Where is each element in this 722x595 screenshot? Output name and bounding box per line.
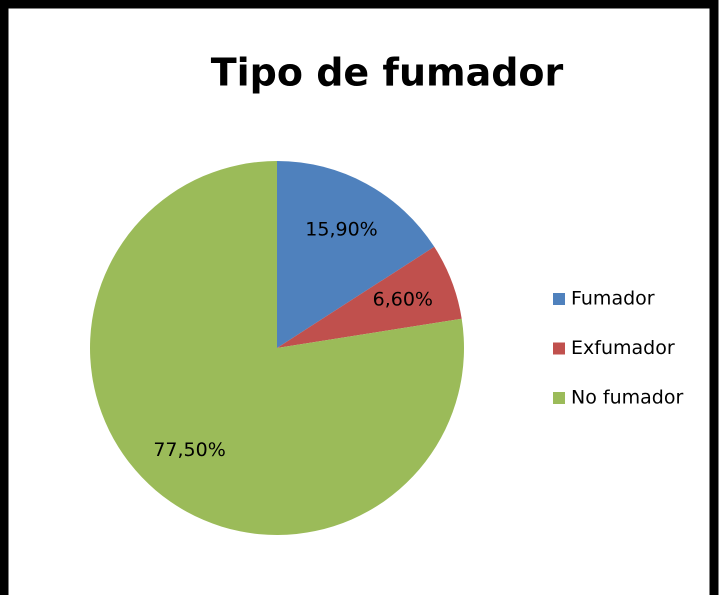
pie-slice bbox=[89, 161, 464, 535]
data-label: 77,50% bbox=[153, 439, 225, 461]
legend-label: Exfumador bbox=[571, 337, 675, 359]
legend-swatch bbox=[553, 293, 565, 305]
pie-slice bbox=[277, 161, 435, 348]
legend-label: No fumador bbox=[571, 387, 683, 409]
pie-slice bbox=[277, 246, 462, 348]
data-label: 6,60% bbox=[373, 289, 433, 311]
legend-swatch bbox=[553, 342, 565, 355]
data-label: 15,90% bbox=[305, 218, 377, 240]
legend-swatch bbox=[553, 392, 565, 404]
legend: Fumador Exfumador No fumador bbox=[553, 288, 683, 409]
chart-title: Tipo de fumador bbox=[211, 51, 564, 95]
pie: 15,90% 6,60% 77,50% bbox=[89, 161, 464, 535]
legend-label: Fumador bbox=[571, 288, 655, 310]
